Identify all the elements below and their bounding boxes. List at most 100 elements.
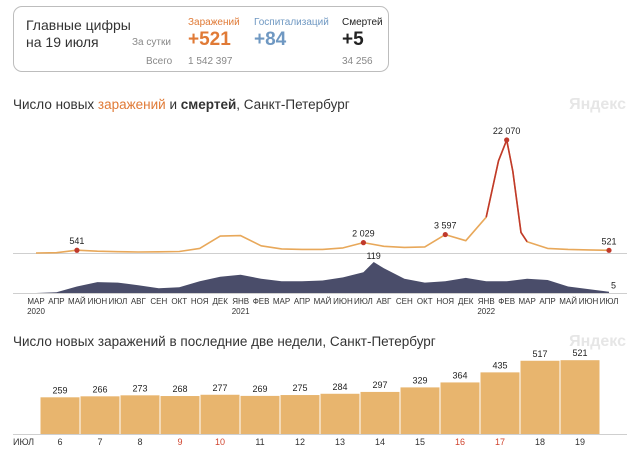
bar-category-label: 8 bbox=[137, 437, 142, 447]
bar-category-label: 17 bbox=[495, 437, 505, 447]
bar bbox=[560, 360, 600, 434]
bar bbox=[440, 382, 480, 434]
infection-annotation-point bbox=[360, 240, 367, 246]
death-annotation-label: 119 bbox=[366, 251, 380, 261]
x-tick-label: СЕН bbox=[396, 297, 413, 306]
x-tick-label: ИЮН bbox=[333, 297, 353, 306]
x-tick-label: АВГ bbox=[376, 297, 392, 306]
bar bbox=[200, 394, 240, 434]
x-tick-label: ЯНВ bbox=[232, 297, 249, 306]
x-tick-label: ДЕК bbox=[458, 297, 474, 306]
bar-value-label: 517 bbox=[532, 349, 547, 359]
bar-category-label: 13 bbox=[335, 437, 345, 447]
infection-annotation-point bbox=[74, 247, 80, 253]
x-tick-label: МАР bbox=[27, 297, 44, 306]
bar-value-label: 268 bbox=[172, 384, 187, 394]
bar-category-label: 16 bbox=[455, 437, 465, 447]
bar bbox=[160, 396, 200, 434]
bar-value-label: 329 bbox=[412, 375, 427, 385]
bar bbox=[480, 372, 520, 434]
chart1-title-suffix: , Санкт-Петербург bbox=[236, 97, 350, 112]
bar bbox=[320, 393, 360, 434]
bar-category-label: 19 bbox=[575, 437, 585, 447]
chart1-title-infections: заражений bbox=[97, 97, 166, 112]
bar bbox=[80, 396, 120, 434]
bar bbox=[40, 397, 80, 434]
year-label: 2022 bbox=[477, 307, 495, 316]
hospital-label: Госпитализаций bbox=[254, 17, 329, 28]
infected-label: Заражений bbox=[188, 17, 240, 28]
death-annotation-label: 5 bbox=[611, 281, 616, 291]
bar-value-label: 284 bbox=[332, 382, 347, 392]
x-tick-label: ФЕВ bbox=[253, 297, 270, 306]
infection-annotation-point bbox=[504, 137, 510, 143]
x-tick-label: МАЙ bbox=[68, 297, 86, 306]
deaths-day: +5 bbox=[342, 29, 364, 50]
bar-value-label: 273 bbox=[132, 383, 147, 393]
x-tick-label: ЯНВ bbox=[478, 297, 495, 306]
bar-value-label: 277 bbox=[212, 383, 227, 393]
bar-category-label: 7 bbox=[97, 437, 102, 447]
chart1-title-and: и bbox=[165, 97, 181, 112]
infection-annotation-label: 3 597 bbox=[434, 221, 457, 231]
infection-annotation-label: 2 029 bbox=[352, 229, 375, 239]
bar bbox=[400, 387, 440, 434]
bar-value-label: 297 bbox=[372, 380, 387, 390]
summary-card: Главные цифры на 19 июля За сутки Всего … bbox=[13, 6, 389, 72]
x-tick-label: НОЯ bbox=[436, 297, 454, 306]
infection-annotation-label: 521 bbox=[601, 236, 616, 246]
bar-value-label: 266 bbox=[92, 384, 107, 394]
bar-category-label: 6 bbox=[57, 437, 62, 447]
x-tick-label: ФЕВ bbox=[498, 297, 515, 306]
bar-category-label: 10 bbox=[215, 437, 225, 447]
bar bbox=[520, 360, 560, 434]
summary-title: Главные цифры на 19 июля bbox=[26, 17, 131, 50]
bar-category-label: 14 bbox=[375, 437, 385, 447]
x-tick-label: ИЮЛ bbox=[354, 297, 373, 306]
x-tick-label: ОКТ bbox=[417, 297, 433, 306]
chart2-title: Число новых заражений в последние две не… bbox=[13, 334, 436, 349]
bar bbox=[280, 395, 320, 434]
infection-annotation-label: 541 bbox=[69, 236, 84, 246]
x-tick-label: МАЙ bbox=[314, 297, 332, 306]
row-label-day: За сутки bbox=[132, 37, 171, 48]
x-tick-label: ИЮН bbox=[579, 297, 599, 306]
infected-day: +521 bbox=[188, 29, 231, 50]
bar-category-label: 11 bbox=[255, 437, 264, 447]
x-tick-label: НОЯ bbox=[191, 297, 209, 306]
bar-value-label: 275 bbox=[292, 383, 307, 393]
deaths-label: Смертей bbox=[342, 17, 383, 28]
x-tick-label: АПР bbox=[48, 297, 64, 306]
x-tick-label: ОКТ bbox=[171, 297, 187, 306]
x-tick-label: АПР bbox=[539, 297, 555, 306]
x-tick-label: ИЮЛ bbox=[600, 297, 619, 306]
x-tick-label: МАЙ bbox=[559, 297, 577, 306]
bar bbox=[240, 395, 280, 434]
bar-value-label: 521 bbox=[572, 348, 587, 358]
infected-total: 1 542 397 bbox=[188, 56, 233, 67]
x-tick-label: СЕН bbox=[150, 297, 167, 306]
x-tick-label: АВГ bbox=[131, 297, 147, 306]
bar-value-label: 364 bbox=[452, 370, 467, 380]
bar bbox=[120, 395, 160, 434]
infection-annotation-point bbox=[606, 247, 612, 253]
infections-peak-line bbox=[485, 137, 528, 243]
chart1-title-deaths: смертей bbox=[180, 97, 237, 112]
bar-category-label: 9 bbox=[177, 437, 182, 447]
year-label: 2021 bbox=[232, 307, 250, 316]
x-tick-label: МАР bbox=[273, 297, 290, 306]
chart1-title: Число новых заражений и смертей, Санкт-П… bbox=[13, 97, 350, 112]
infection-annotation-label: 22 070 bbox=[493, 126, 521, 136]
hospital-day: +84 bbox=[254, 29, 287, 50]
bar-category-label: 15 bbox=[415, 437, 425, 447]
x-tick-label: АПР bbox=[294, 297, 310, 306]
bar-value-label: 259 bbox=[52, 385, 67, 395]
row-label-total: Всего bbox=[146, 56, 173, 67]
bar bbox=[360, 391, 400, 434]
x-tick-label: ИЮЛ bbox=[108, 297, 127, 306]
chart1-title-prefix: Число новых bbox=[13, 97, 98, 112]
x-tick-label: МАР bbox=[518, 297, 535, 306]
bar-month-label: ИЮЛ bbox=[13, 437, 34, 447]
bar-category-label: 18 bbox=[535, 437, 545, 447]
